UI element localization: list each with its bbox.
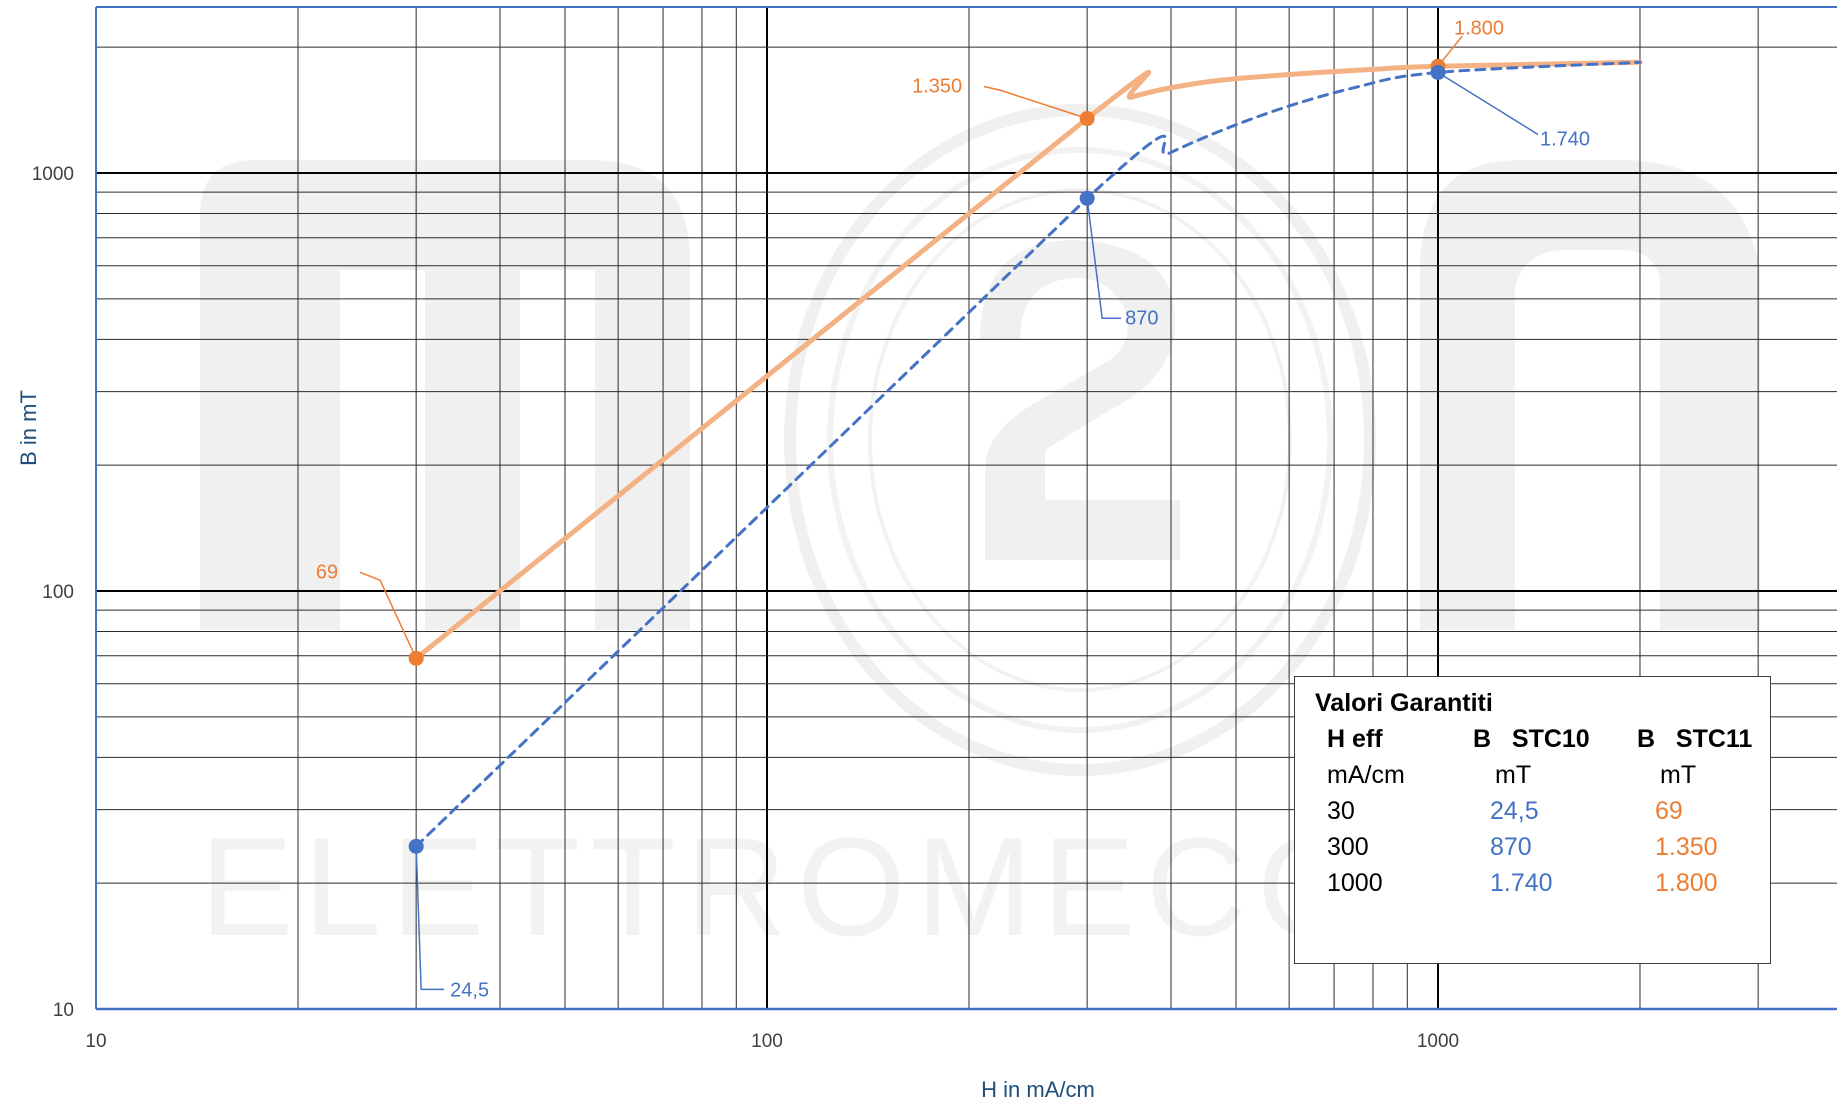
watermark-shape xyxy=(200,160,690,630)
chart-ticks: 10 100 1000 10 100 1000 xyxy=(32,164,1459,1052)
x-tick-label: 100 xyxy=(751,1031,783,1052)
y-axis-label: B in mT xyxy=(16,390,41,466)
x-axis-label: H in mA/cm xyxy=(981,1077,1095,1102)
x-tick-label: 10 xyxy=(85,1031,106,1052)
data-point-marker xyxy=(1079,111,1095,127)
guaranteed-values-table: Valori Garantiti H eff B STC10 B STC11 m… xyxy=(1294,676,1771,964)
header-stc10: B STC10 xyxy=(1473,725,1590,753)
row-h: 300 xyxy=(1327,833,1369,861)
watermark-shape xyxy=(1420,160,1760,630)
data-label: 69 xyxy=(316,561,338,583)
row-stc10: 24,5 xyxy=(1490,797,1539,825)
data-point-marker xyxy=(408,838,424,854)
data-label: 870 xyxy=(1125,307,1158,329)
data-label-leader xyxy=(1437,71,1539,136)
data-point-marker xyxy=(1430,64,1446,80)
watermark-ring xyxy=(827,147,1333,733)
row-stc11: 1.800 xyxy=(1655,869,1718,897)
watermark-logo: ELETTROMECC xyxy=(200,104,1760,965)
chart-grid xyxy=(95,6,1837,1011)
data-label: 24,5 xyxy=(450,979,489,1001)
series-stc11-line xyxy=(413,59,1643,661)
row-stc10: 870 xyxy=(1490,833,1532,861)
y-tick-label: 1000 xyxy=(32,164,74,185)
row-h: 1000 xyxy=(1327,869,1383,897)
unit-stc11: mT xyxy=(1660,761,1697,789)
header-stc11: B STC11 xyxy=(1637,725,1753,753)
series-stc10-line xyxy=(414,60,1642,848)
data-label: 1.350 xyxy=(912,76,962,98)
x-tick-label: 1000 xyxy=(1417,1031,1459,1052)
watermark-shape xyxy=(980,240,1180,560)
watermark-ring xyxy=(784,104,1376,776)
header-h-eff: H eff xyxy=(1327,725,1383,753)
data-label-leader xyxy=(1086,198,1122,320)
y-tick-label: 10 xyxy=(53,1000,74,1021)
chart-annotations: 69 1.350 1.800 24,5 870 1.740 xyxy=(316,17,1590,1001)
unit-stc10: mT xyxy=(1495,761,1532,789)
data-point-marker xyxy=(1079,190,1095,206)
data-label: 1.740 xyxy=(1540,128,1590,150)
legend-title: Valori Garantiti xyxy=(1315,689,1493,717)
row-stc11: 1.350 xyxy=(1655,833,1718,861)
data-label: 1.800 xyxy=(1454,17,1504,39)
chart-series xyxy=(413,59,1643,848)
watermark-text: ELETTROMECC xyxy=(200,808,1368,965)
data-label-leader xyxy=(983,85,1088,120)
y-tick-label: 100 xyxy=(42,582,74,603)
data-label-leader xyxy=(359,571,417,659)
watermark-ring xyxy=(868,188,1292,692)
row-h: 30 xyxy=(1327,797,1355,825)
row-stc11: 69 xyxy=(1655,797,1683,825)
data-label-leader xyxy=(415,846,445,991)
unit-h: mA/cm xyxy=(1327,761,1405,789)
row-stc10: 1.740 xyxy=(1490,869,1553,897)
data-point-marker xyxy=(408,650,424,666)
